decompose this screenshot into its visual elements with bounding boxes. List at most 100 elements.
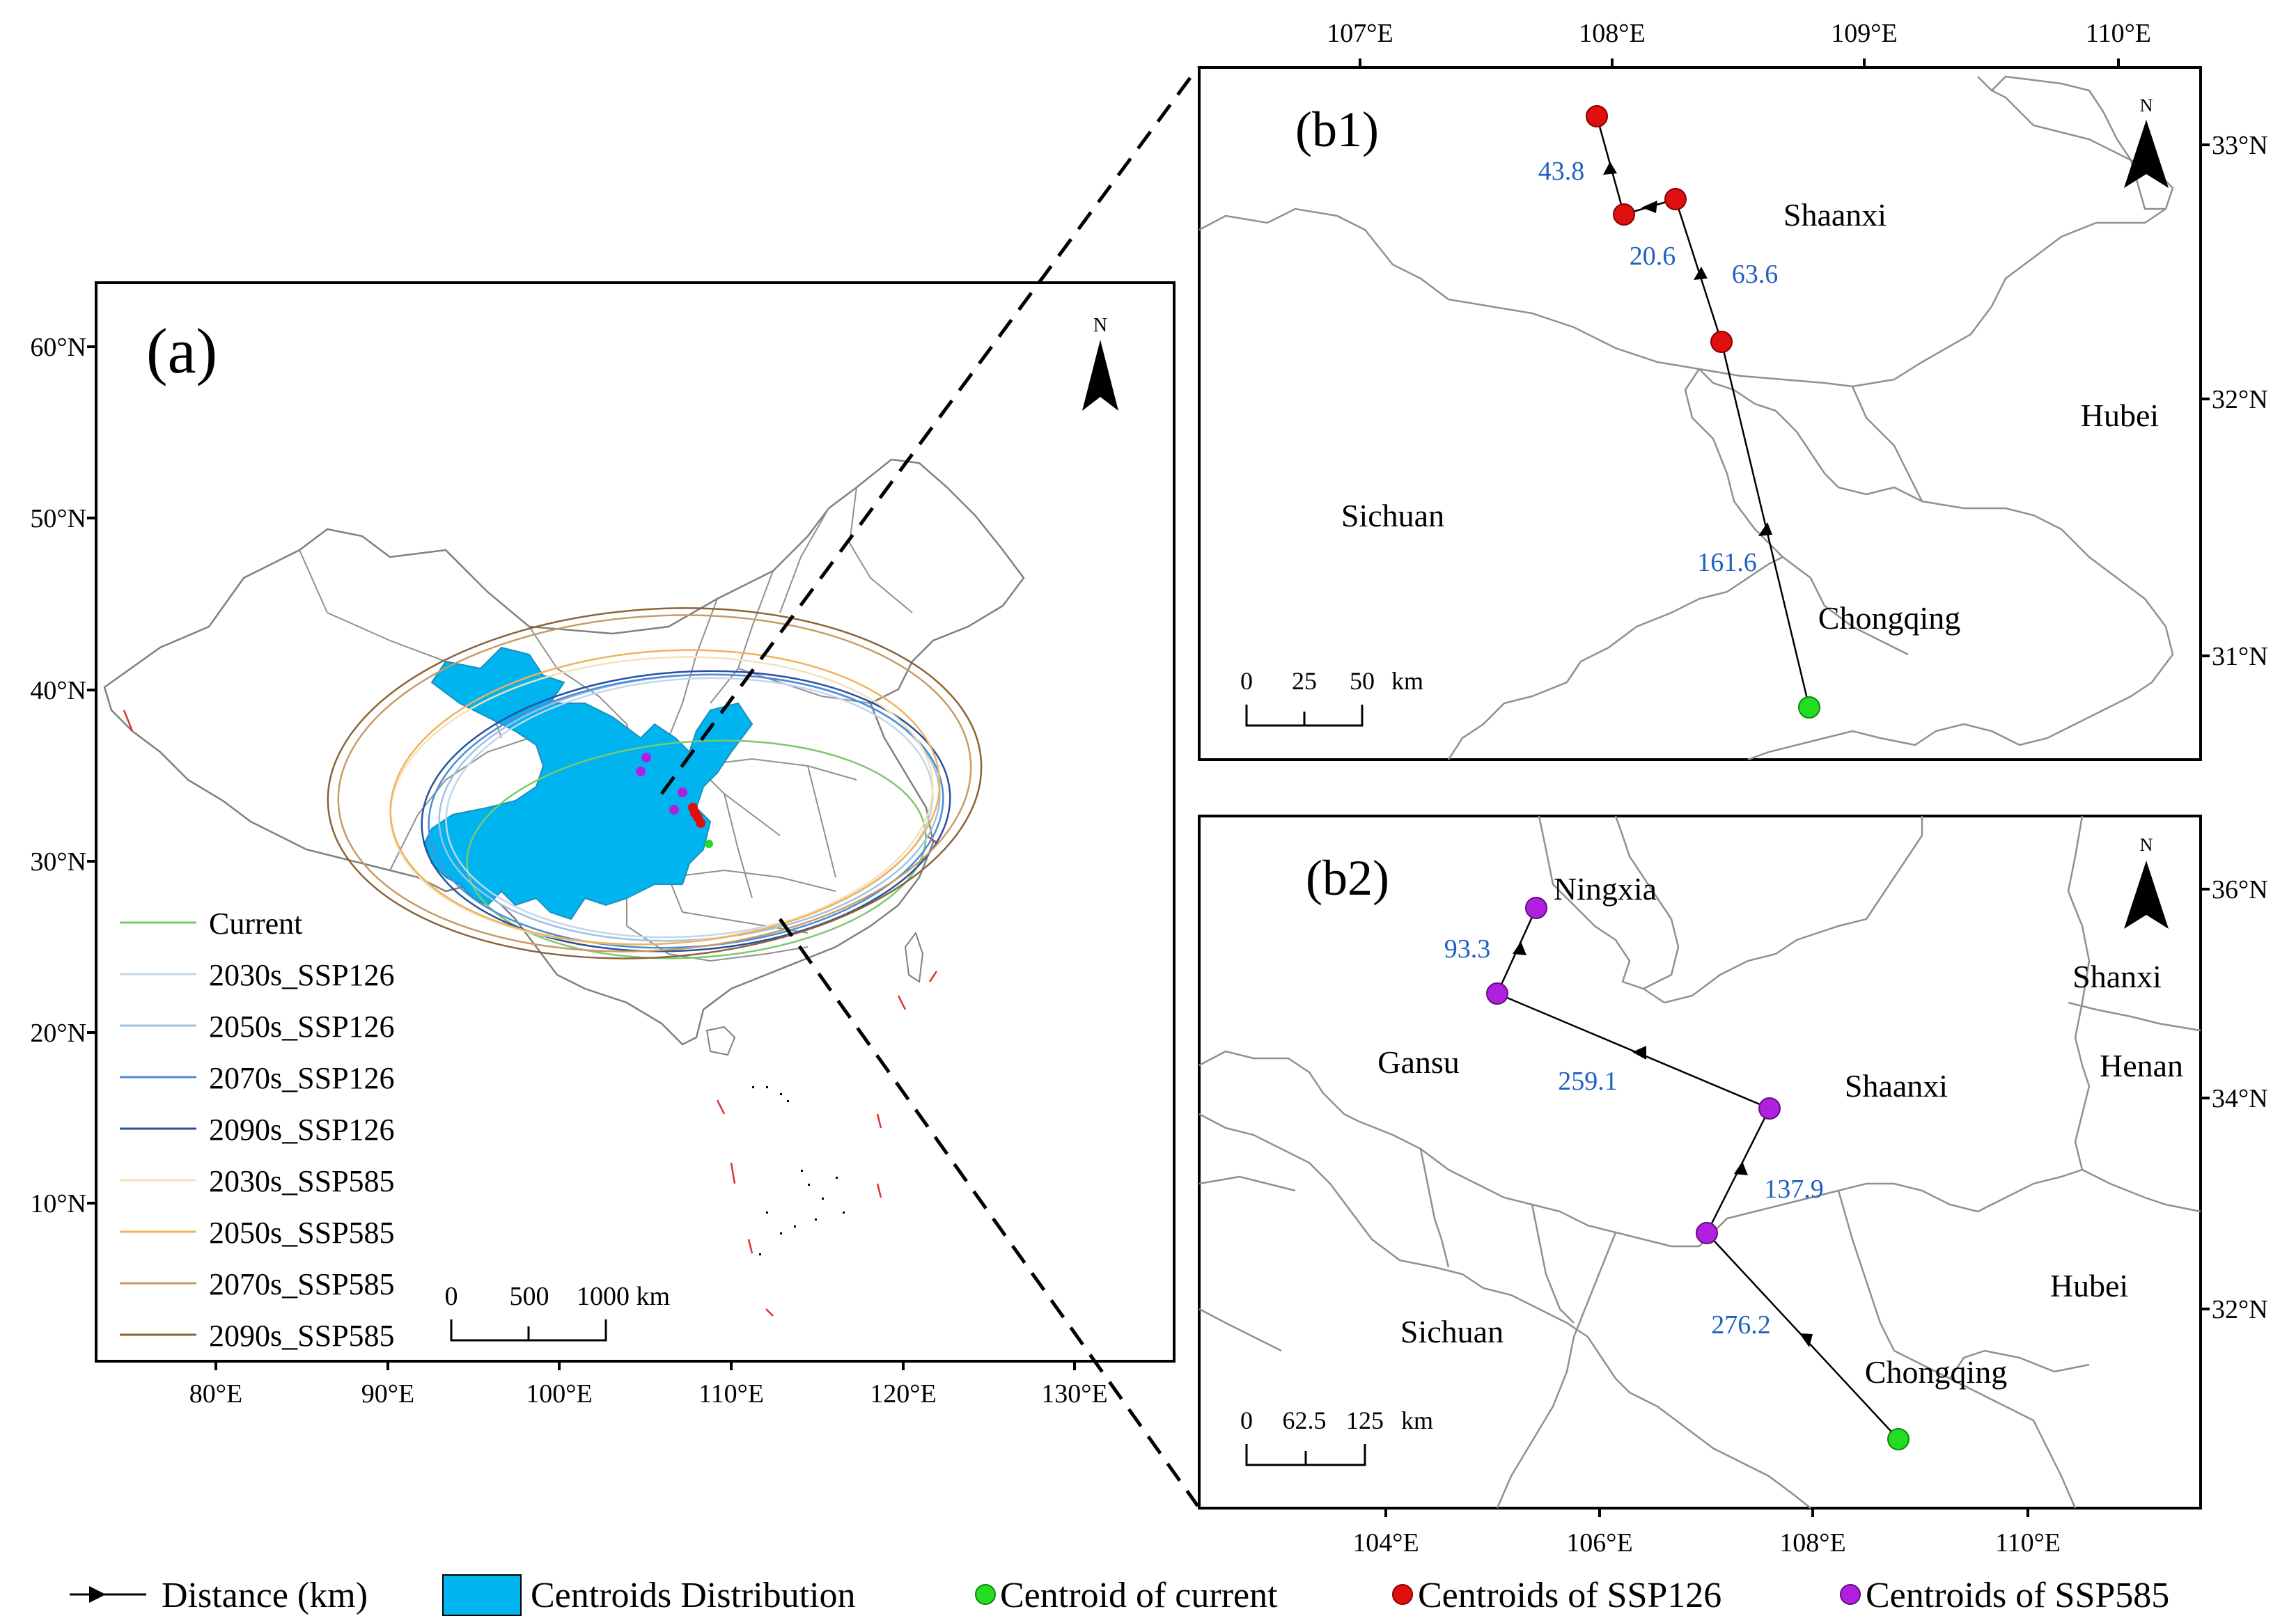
panel-b1-label: (b1) — [1295, 102, 1379, 157]
svg-text:125: 125 — [1346, 1406, 1384, 1434]
b2-lat-ticks — [2201, 888, 2210, 1310]
svg-text:109°E: 109°E — [1831, 19, 1897, 48]
nine-dash-line — [123, 709, 938, 1317]
svg-text:2030s_SSP126: 2030s_SSP126 — [209, 958, 395, 992]
legend-item-current: Current — [120, 907, 302, 941]
b1-ssp126-point — [1613, 203, 1635, 226]
legend-item-2090s-ssp585: 2090s_SSP585 — [120, 1319, 395, 1353]
svg-text:40°N: 40°N — [30, 676, 86, 705]
svg-text:110°E: 110°E — [698, 1379, 764, 1409]
svg-text:Centroids Distribution: Centroids Distribution — [531, 1576, 856, 1615]
svg-text:N: N — [2140, 835, 2153, 855]
svg-text:130°E: 130°E — [1041, 1379, 1107, 1409]
svg-text:104°E: 104°E — [1352, 1528, 1419, 1558]
b1-lon-labels: 107°E 108°E 109°E 110°E — [1327, 19, 2151, 48]
b2-province-boundaries — [1198, 815, 2201, 1509]
lat-ticks-a — [87, 345, 96, 1205]
svg-text:Distance (km): Distance (km) — [162, 1576, 368, 1615]
svg-text:2070s_SSP585: 2070s_SSP585 — [209, 1267, 395, 1301]
svg-text:32°N: 32°N — [2212, 385, 2268, 414]
legend-distance: Distance (km) — [70, 1576, 368, 1615]
svg-text:50: 50 — [1350, 667, 1375, 695]
lat-labels-a: 60°N 50°N 40°N 30°N 20°N 10°N — [30, 333, 86, 1218]
north-arrow-icon — [1082, 340, 1118, 411]
svg-text:110°E: 110°E — [1995, 1528, 2061, 1558]
svg-text:110°E: 110°E — [2086, 19, 2151, 48]
lon-ticks-a — [214, 1361, 1076, 1370]
svg-text:2070s_SSP126: 2070s_SSP126 — [209, 1061, 395, 1095]
svg-text:Chongqing: Chongqing — [1818, 600, 1960, 636]
bottom-legend: Distance (km) Centroids Distribution Cen… — [70, 1574, 2169, 1616]
b2-centroids — [1486, 897, 1910, 1450]
b2-ssp585-point — [1696, 1222, 1718, 1244]
svg-text:Gansu: Gansu — [1377, 1044, 1460, 1080]
svg-text:N: N — [2140, 95, 2153, 116]
svg-text:2090s_SSP126: 2090s_SSP126 — [209, 1113, 395, 1147]
zoom-connectors — [659, 66, 1200, 1507]
svg-text:0: 0 — [1240, 667, 1253, 695]
svg-text:25: 25 — [1292, 667, 1317, 695]
b2-lon-labels: 104°E 106°E 108°E 110°E — [1352, 1528, 2061, 1558]
ellipse-2090s-ssp585 — [327, 607, 983, 959]
svg-text:2050s_SSP585: 2050s_SSP585 — [209, 1216, 395, 1250]
b1-ssp126-point — [1586, 105, 1608, 127]
panel-b1: (b1) Shaanxi Hubei Sichuan Chongqing 43.… — [1198, 19, 2268, 761]
svg-text:Centroids of SSP585: Centroids of SSP585 — [1866, 1576, 2169, 1615]
legend-item-2070s-ssp585: 2070s_SSP585 — [120, 1267, 395, 1301]
b1-lat-labels: 33°N 32°N 31°N — [2212, 131, 2268, 671]
svg-text:32°N: 32°N — [2212, 1295, 2268, 1324]
svg-text:161.6: 161.6 — [1697, 548, 1757, 577]
svg-text:N: N — [1093, 315, 1107, 336]
svg-text:43.8: 43.8 — [1538, 157, 1585, 186]
svg-text:100°E: 100°E — [526, 1379, 592, 1409]
svg-text:20°N: 20°N — [30, 1019, 86, 1048]
svg-text:93.3: 93.3 — [1444, 934, 1491, 964]
svg-text:km: km — [1401, 1406, 1433, 1434]
svg-text:Centroid of current: Centroid of current — [1000, 1576, 1278, 1615]
svg-text:30°N: 30°N — [30, 847, 86, 877]
b2-ssp585-point — [1486, 982, 1508, 1005]
svg-text:Shanxi: Shanxi — [2072, 959, 2162, 994]
north-arrow-b1: N — [2124, 95, 2169, 188]
panel-b1-frame — [1198, 66, 2202, 761]
scale-bar-b1: 0 25 50 km — [1240, 667, 1423, 727]
scale-bar-b2: 0 62.5 125 km — [1240, 1406, 1433, 1466]
b1-ssp126-point — [1664, 188, 1687, 210]
panel-b2-label: (b2) — [1306, 850, 1389, 906]
b1-lat-ticks — [2201, 143, 2210, 657]
svg-text:106°E: 106°E — [1566, 1528, 1632, 1558]
b2-ssp585-point — [1525, 897, 1547, 919]
legend-item-2030s-ssp585: 2030s_SSP585 — [120, 1164, 395, 1198]
svg-text:0: 0 — [1240, 1406, 1253, 1434]
north-arrow-b2: N — [2124, 835, 2169, 929]
svg-text:276.2: 276.2 — [1711, 1310, 1771, 1340]
panel-a-centroids — [636, 753, 713, 848]
svg-text:137.9: 137.9 — [1764, 1175, 1824, 1204]
svg-text:31°N: 31°N — [2212, 642, 2268, 671]
island-specks — [752, 1086, 845, 1255]
svg-text:Shaanxi: Shaanxi — [1845, 1068, 1948, 1104]
svg-text:60°N: 60°N — [30, 333, 86, 362]
svg-text:Current: Current — [209, 907, 302, 941]
north-arrow-a: N — [1082, 315, 1118, 411]
legend-ssp585: Centroids of SSP585 — [1840, 1576, 2169, 1615]
svg-text:120°E: 120°E — [870, 1379, 936, 1409]
svg-text:20.6: 20.6 — [1630, 242, 1676, 271]
svg-text:33°N: 33°N — [2212, 131, 2268, 160]
svg-text:50°N: 50°N — [30, 504, 86, 533]
panel-a-label: (a) — [146, 315, 217, 386]
svg-text:Henan: Henan — [2100, 1048, 2183, 1083]
svg-text:108°E: 108°E — [1579, 19, 1645, 48]
legend-item-2050s-ssp126: 2050s_SSP126 — [120, 1010, 395, 1044]
legend-current: Centroid of current — [975, 1576, 1278, 1615]
svg-text:1000 km: 1000 km — [577, 1282, 670, 1311]
svg-text:500: 500 — [510, 1282, 549, 1311]
svg-text:108°E: 108°E — [1779, 1528, 1845, 1558]
centroids-distribution-area — [423, 646, 753, 920]
svg-text:km: km — [1391, 667, 1423, 695]
svg-text:Shaanxi: Shaanxi — [1783, 197, 1887, 233]
svg-text:63.6: 63.6 — [1732, 260, 1779, 289]
svg-text:Chongqing: Chongqing — [1865, 1354, 2007, 1390]
svg-text:10°N: 10°N — [30, 1189, 86, 1218]
lon-labels-a: 80°E 90°E 100°E 110°E 120°E 130°E — [189, 1379, 1108, 1409]
